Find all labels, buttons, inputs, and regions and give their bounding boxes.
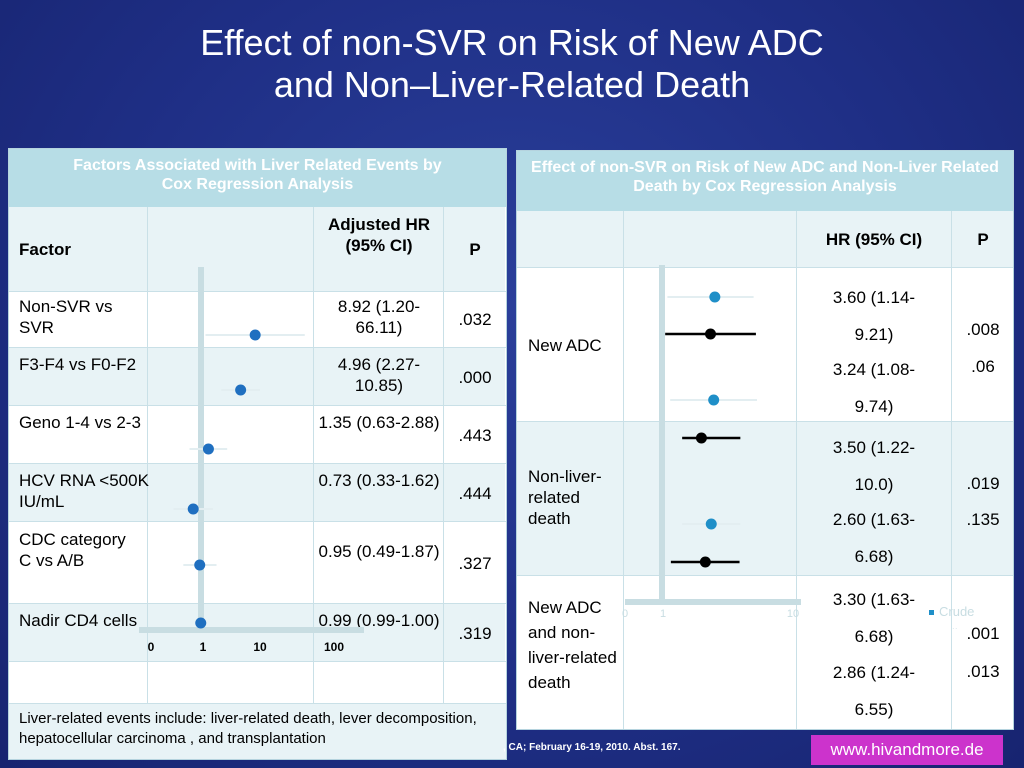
factor-cell: HCV RNA <500K IU/mL bbox=[19, 471, 149, 511]
hr-point-crude bbox=[709, 291, 721, 303]
p-cell: .327 bbox=[458, 554, 492, 573]
p-adjusted-cell: .06 bbox=[971, 357, 995, 376]
left-plot-decor bbox=[139, 267, 364, 633]
hr-cell: 8.92 (1.20-66.11) bbox=[337, 297, 421, 337]
axis-tick-label: 10 bbox=[253, 640, 267, 654]
p-cell: .032 bbox=[458, 310, 492, 329]
hr-cell: 0.95 (0.49-1.87) bbox=[318, 542, 440, 561]
hr-point bbox=[194, 559, 206, 571]
hr-point-crude bbox=[708, 394, 720, 406]
factor-cell: CDC category C vs A/B bbox=[19, 530, 126, 570]
slide-title: Effect of non-SVR on Risk of New ADC and… bbox=[0, 22, 1024, 106]
left-forest-plot: 0 1 10 100 bbox=[139, 267, 364, 654]
right-table: Effect of non-SVR on Risk of New ADC and… bbox=[516, 150, 1014, 730]
axis-tick-label: 0 bbox=[622, 608, 628, 620]
legend-label: Crude bbox=[939, 604, 974, 619]
axis-tick-label: 10 bbox=[787, 608, 799, 620]
left-footnote: Liver-related events include: liver-rela… bbox=[19, 710, 477, 747]
hr-point-adjusted bbox=[705, 328, 717, 340]
hr-cell: 0.73 (0.33-1.62) bbox=[318, 471, 440, 490]
hr-point-crude bbox=[705, 518, 717, 530]
factor-cell: F3-F4 vs F0-F2 bbox=[19, 355, 137, 374]
factor-cell: Non-SVR vs SVR bbox=[19, 297, 113, 337]
right-table-header: Effect of non-SVR on Risk of New ADC and… bbox=[517, 151, 1013, 211]
p-cell: .444 bbox=[458, 484, 492, 503]
col-hr-header: Adjusted HR (95% CI) bbox=[328, 215, 430, 255]
col-hr-header: HR (95% CI) bbox=[825, 230, 923, 249]
legend-swatch bbox=[929, 610, 934, 615]
brand-link[interactable]: www.hivandmore.de bbox=[811, 735, 1003, 765]
factor-cell: Geno 1-4 vs 2-3 bbox=[19, 413, 141, 432]
p-cell: .000 bbox=[458, 368, 492, 387]
outcome-label: New ADC bbox=[528, 336, 602, 355]
p-crude-cell: .001 bbox=[966, 624, 1000, 643]
right-forest-plot: 0 1 10 Crude Adjusted bbox=[622, 265, 990, 629]
left-table-header: Factors Associated with Liver Related Ev… bbox=[9, 149, 506, 207]
legend-label: Adjusted bbox=[939, 626, 990, 629]
hr-cell: 0.99 (0.99-1.00) bbox=[318, 611, 440, 630]
hr-cell: 4.96 (2.27-10.85) bbox=[337, 355, 421, 395]
outcome-label: New ADC and non-liver-related death bbox=[528, 598, 617, 692]
col-p-header: P bbox=[977, 230, 989, 249]
hr-cell: 1.35 (0.63-2.88) bbox=[318, 413, 440, 432]
p-adjusted-cell: .013 bbox=[966, 662, 1000, 681]
hr-point bbox=[202, 443, 214, 455]
factor-cell: Nadir CD4 cells bbox=[19, 611, 138, 630]
hr-point-adjusted bbox=[699, 556, 711, 568]
axis-tick-label: 1 bbox=[200, 640, 207, 654]
hr-point-adjusted bbox=[695, 432, 707, 444]
axis-tick-label: 100 bbox=[324, 640, 344, 654]
hr-adjusted-cell: 2.86 (1.24-6.55) bbox=[832, 663, 916, 719]
p-cell: .319 bbox=[458, 624, 492, 643]
right-plot-decor bbox=[625, 265, 801, 605]
axis-tick-label: 0 bbox=[148, 640, 155, 654]
hr-crude-cell: 3.30 (1.63-6.68) bbox=[832, 590, 916, 646]
p-adjusted-cell: .135 bbox=[966, 510, 1000, 529]
hr-adjusted-cell: 3.24 (1.08-9.74) bbox=[832, 360, 916, 416]
title-line-2: and Non–Liver-Related Death bbox=[273, 64, 751, 105]
p-crude-cell: .019 bbox=[966, 474, 1000, 493]
hr-point bbox=[187, 503, 199, 515]
p-cell: .443 bbox=[458, 426, 492, 445]
title-line-1: Effect of non-SVR on Risk of New ADC bbox=[200, 22, 824, 63]
hr-crude-cell: 3.60 (1.14-9.21) bbox=[832, 288, 916, 344]
col-p-header: P bbox=[469, 240, 481, 259]
axis-tick-label: 1 bbox=[660, 608, 666, 620]
hr-point bbox=[235, 384, 247, 396]
hr-adjusted-cell: 2.60 (1.63-6.68) bbox=[832, 510, 916, 566]
p-crude-cell: .008 bbox=[966, 320, 1000, 339]
hr-point bbox=[249, 329, 261, 341]
col-factor-header: Factor bbox=[19, 240, 71, 259]
hr-crude-cell: 3.50 (1.22-10.0) bbox=[832, 438, 916, 494]
left-table: Factors Associated with Liver Related Ev… bbox=[8, 148, 507, 760]
outcome-label: Non-liver-related death bbox=[528, 467, 602, 528]
source-citation: , CA; February 16-19, 2010. Abst. 167. bbox=[503, 742, 681, 753]
hr-point bbox=[195, 617, 207, 629]
